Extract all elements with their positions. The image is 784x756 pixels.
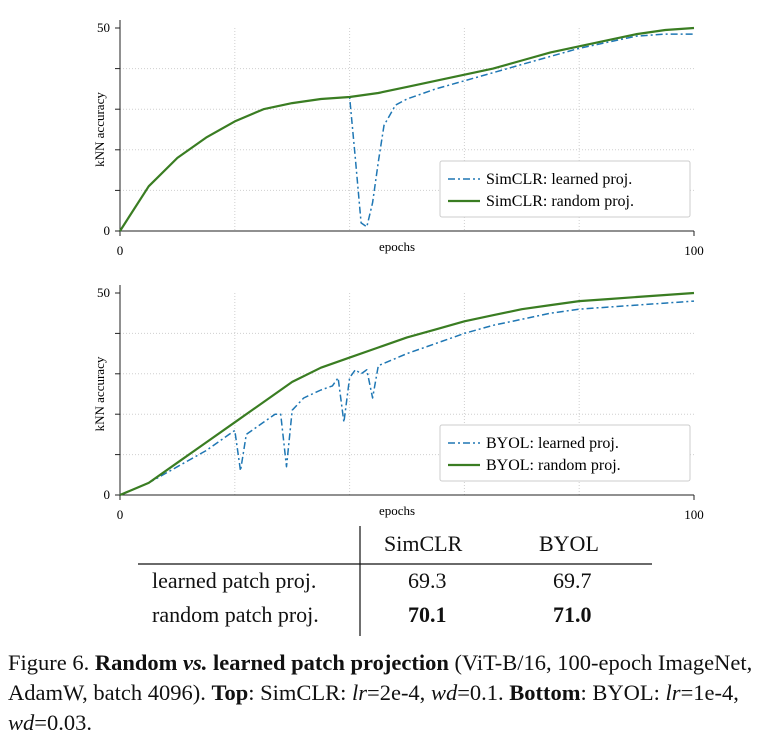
caption-bottom-wd: =0.03.: [34, 710, 92, 735]
figure: 0 50 0 100 epochs kNN accuracy SimCLR: learned…: [92, 20, 704, 522]
y-tick-label: 50: [97, 20, 110, 35]
x-tick-label: 0: [117, 507, 124, 522]
bottom-plot: 0 50 0 100 epochs kNN accuracy BYOL: learned p…: [92, 285, 704, 522]
caption-top-wd: =0.1.: [457, 680, 504, 705]
legend-box: [439, 160, 691, 218]
caption-vs: vs.: [183, 650, 208, 675]
legend-label: SimCLR: learned proj.: [486, 171, 632, 188]
y-tick-label: 0: [104, 223, 111, 238]
x-tick-label: 100: [684, 243, 704, 258]
cell-learned-simclr: 69.3: [408, 568, 447, 593]
legend-label: SimCLR: random proj.: [486, 193, 634, 210]
row-label-learned: learned patch proj.: [152, 568, 317, 593]
caption-bottom-text: : BYOL:: [580, 680, 666, 705]
caption-bottom-lr: =1e-4,: [680, 680, 739, 705]
figure-caption: Figure 6. Random vs. learned patch proje…: [8, 648, 780, 738]
caption-top-label: Top: [211, 680, 249, 705]
caption-fig-label: Figure 6.: [8, 650, 90, 675]
row-label-random: random patch proj.: [152, 602, 319, 627]
series-line-learned: [119, 33, 694, 232]
caption-lr-var-bottom: lr: [665, 680, 681, 705]
legend-box: [439, 424, 691, 482]
cell-random-simclr: 70.1: [408, 602, 447, 627]
col-header-simclr: SimCLR: [384, 531, 463, 556]
series-line-learned: [119, 300, 695, 496]
col-header-byol: BYOL: [539, 531, 599, 556]
x-tick-label: 0: [117, 243, 124, 258]
caption-wd-var-top: wd: [430, 680, 458, 705]
caption-bold-title: learned patch projection: [213, 650, 449, 675]
y-axis-label: kNN accuracy: [92, 356, 107, 431]
x-axis-label: epochs: [379, 503, 415, 518]
results-table: SimCLR BYOL learned patch proj. 69.3 69.…: [0, 526, 784, 646]
cell-learned-byol: 69.7: [553, 568, 592, 593]
caption-wd-var-bottom: wd: [8, 710, 35, 735]
cell-random-byol: 71.0: [553, 602, 592, 627]
y-tick-label: 50: [97, 285, 110, 300]
legend-label: BYOL: random proj.: [486, 457, 621, 474]
top-plot: 0 50 0 100 epochs kNN accuracy SimCLR: learned…: [92, 20, 704, 258]
caption-top-text: : SimCLR:: [248, 680, 352, 705]
caption-top-lr: =2e-4,: [367, 680, 426, 705]
caption-bottom-label: Bottom: [509, 680, 581, 705]
x-axis-label: epochs: [379, 239, 415, 254]
caption-bold-random: Random: [94, 650, 178, 675]
series-line-random: [119, 291, 695, 497]
caption-lr-var-top: lr: [352, 680, 368, 705]
legend-label: BYOL: learned proj.: [486, 435, 619, 452]
series-line-random: [119, 26, 695, 232]
y-tick-label: 0: [104, 487, 111, 502]
caption-text-setup: (ViT-B/16, 100-epoch ImageNet, AdamW, ba…: [8, 650, 753, 705]
y-axis-label: kNN accuracy: [92, 92, 107, 167]
table-rules: [138, 526, 652, 636]
x-tick-label: 100: [684, 507, 704, 522]
